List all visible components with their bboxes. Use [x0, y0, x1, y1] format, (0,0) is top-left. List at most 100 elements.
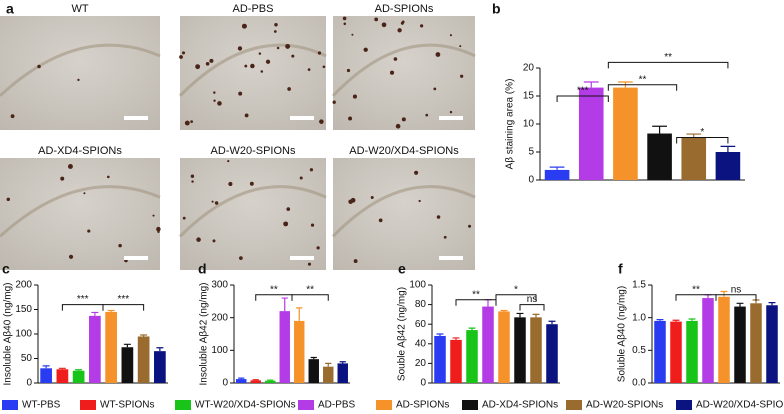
- bar: [323, 366, 334, 383]
- error-bar: [58, 367, 66, 370]
- error-bar: [75, 369, 83, 371]
- bar: [250, 380, 261, 383]
- micrograph: [180, 158, 326, 270]
- legend-swatch: [298, 400, 314, 410]
- plaque: [319, 119, 324, 124]
- significance-label: **: [270, 284, 278, 295]
- plaque: [241, 23, 247, 29]
- y-axis-label: Soluble Aβ40 (ng/mg): [617, 286, 628, 382]
- plaque: [213, 91, 216, 94]
- panel-letter: e: [398, 261, 406, 277]
- plaque: [443, 235, 447, 239]
- error-bar: [500, 309, 508, 312]
- y-axis-label: Souble Aβ42 (ng/mg): [397, 287, 408, 381]
- y-tick-label: 60: [415, 319, 427, 330]
- error-bar: [468, 327, 476, 331]
- plaque: [265, 59, 271, 64]
- y-tick-label: 0: [420, 378, 426, 389]
- tissue-edge: [331, 185, 476, 238]
- bar: [750, 303, 762, 383]
- error-bar: [652, 125, 667, 134]
- plaque: [401, 117, 406, 122]
- error-bar: [768, 302, 776, 306]
- plaque: [258, 52, 262, 55]
- plaque: [317, 51, 322, 55]
- error-bar: [688, 318, 696, 321]
- bar: [654, 320, 666, 383]
- plaque: [209, 58, 214, 63]
- significance-bracket: [715, 294, 757, 301]
- micrograph: [0, 158, 160, 270]
- plaque: [239, 256, 243, 260]
- y-tick-label: 1.5: [632, 280, 646, 291]
- plaque: [228, 181, 233, 187]
- plaque: [214, 201, 219, 205]
- bar: [544, 169, 570, 180]
- plaque: [400, 21, 404, 25]
- plaque: [195, 64, 201, 70]
- scale-bar: [290, 256, 314, 260]
- scale-bar: [439, 116, 463, 120]
- plaque: [283, 221, 289, 227]
- plaque: [179, 55, 183, 59]
- plaque: [322, 65, 326, 69]
- plaque: [332, 100, 336, 104]
- plaque: [107, 175, 110, 179]
- plaque: [418, 199, 421, 203]
- y-tick-label: 20: [523, 63, 535, 74]
- y-tick-label: 0: [26, 378, 32, 389]
- bar: [265, 380, 276, 383]
- plaque: [374, 17, 379, 22]
- bar: [294, 320, 305, 383]
- plaque: [352, 94, 357, 99]
- plaque: [237, 46, 243, 51]
- y-tick-label: 100: [15, 329, 32, 340]
- significance-bracket: [455, 299, 497, 306]
- plaque: [276, 46, 280, 50]
- significance-bracket: [607, 61, 729, 69]
- plaque: [213, 99, 216, 102]
- error-bar: [252, 379, 259, 381]
- y-tick-label: 1.0: [632, 312, 646, 323]
- significance-label: **: [639, 74, 647, 85]
- error-bar: [436, 333, 444, 336]
- plaque: [67, 163, 73, 169]
- plaque: [249, 181, 254, 186]
- error-bar: [720, 290, 728, 297]
- plaque: [6, 197, 10, 202]
- tissue-edge: [331, 43, 476, 97]
- plaque: [307, 68, 311, 72]
- tissue-edge: [0, 185, 161, 238]
- plaque: [468, 224, 472, 228]
- plaque: [370, 196, 374, 199]
- micrograph: [333, 158, 475, 270]
- bar: [434, 335, 446, 383]
- legend-label: WT-PBS: [22, 400, 61, 411]
- plaque: [191, 180, 194, 183]
- plaque: [351, 33, 354, 36]
- plaque: [68, 254, 74, 259]
- legend-swatch: [676, 400, 692, 410]
- significance-label: ***: [117, 294, 129, 305]
- tissue-edge: [178, 43, 327, 97]
- plaque: [274, 22, 278, 27]
- significance-label: **: [472, 289, 480, 300]
- tissue-edge: [0, 43, 161, 97]
- legend-swatch: [462, 400, 478, 410]
- significance-label: **: [692, 284, 700, 295]
- y-tick-label: 0.0: [632, 378, 646, 389]
- plaque: [37, 64, 41, 69]
- y-tick-label: 150: [15, 304, 32, 315]
- y-axis-label: Insoluble Aβ42 (ng/mg): [199, 282, 210, 385]
- y-tick-label: 200: [15, 280, 32, 291]
- error-bar: [267, 379, 274, 381]
- plaque: [449, 34, 452, 37]
- legend-label: AD-XD4-SPIONs: [482, 400, 558, 411]
- error-bar: [720, 145, 736, 152]
- y-tick-label: 20: [415, 358, 427, 369]
- plaque: [217, 101, 222, 106]
- plaque: [238, 91, 243, 96]
- image-label: AD-W20-SPIONs: [211, 145, 296, 157]
- plaque: [286, 207, 291, 211]
